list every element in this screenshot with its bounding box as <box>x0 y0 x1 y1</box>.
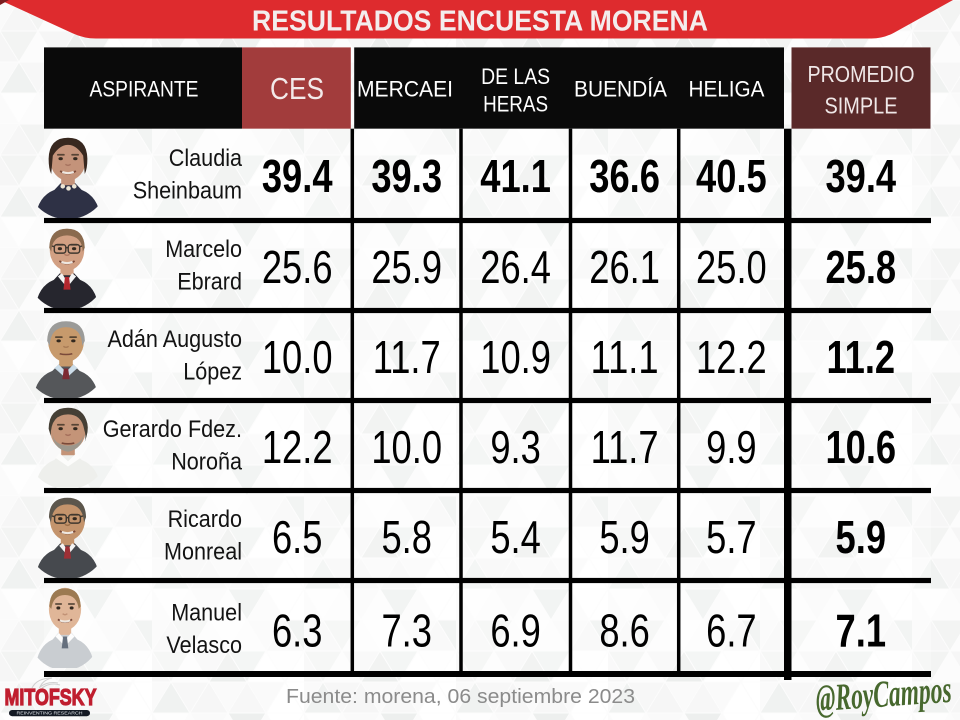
svg-text:MERCAEI: MERCAEI <box>357 76 453 101</box>
svg-text:BUENDÍA: BUENDÍA <box>574 76 667 101</box>
svg-text:11.7: 11.7 <box>373 331 441 383</box>
svg-text:7.3: 7.3 <box>381 605 432 657</box>
svg-text:11.1: 11.1 <box>591 331 659 383</box>
svg-text:PROMEDIO: PROMEDIO <box>808 61 915 87</box>
svg-text:Adán Augusto: Adán Augusto <box>108 326 243 353</box>
svg-text:SIMPLE: SIMPLE <box>825 93 898 119</box>
svg-text:39.4: 39.4 <box>825 150 896 202</box>
svg-text:10.9: 10.9 <box>480 331 551 383</box>
svg-text:10.6: 10.6 <box>825 421 896 473</box>
svg-text:REINVENTING RESEARCH: REINVENTING RESEARCH <box>17 711 83 716</box>
svg-text:5.9: 5.9 <box>599 511 650 563</box>
svg-text:Fuente: morena, 06 septiembre: Fuente: morena, 06 septiembre 2023 <box>286 686 635 708</box>
svg-text:5.9: 5.9 <box>836 511 887 563</box>
svg-text:RESULTADOS ENCUESTA MORENA: RESULTADOS ENCUESTA MORENA <box>252 6 708 38</box>
svg-text:41.1: 41.1 <box>480 150 551 202</box>
svg-text:25.8: 25.8 <box>825 241 896 293</box>
svg-text:25.6: 25.6 <box>262 241 333 293</box>
svg-text:10.0: 10.0 <box>371 421 442 473</box>
svg-text:Gerardo Fdez.: Gerardo Fdez. <box>103 416 242 443</box>
svg-text:9.3: 9.3 <box>490 421 541 473</box>
svg-text:Marcelo: Marcelo <box>165 236 242 263</box>
svg-text:Monreal: Monreal <box>164 539 242 566</box>
svg-text:@RoyCampos: @RoyCampos <box>814 669 953 720</box>
svg-text:Manuel: Manuel <box>171 600 242 627</box>
svg-text:9.9: 9.9 <box>706 421 757 473</box>
svg-text:5.4: 5.4 <box>490 511 541 563</box>
svg-text:Ebrard: Ebrard <box>177 269 242 296</box>
svg-text:11.7: 11.7 <box>591 421 659 473</box>
svg-text:7.1: 7.1 <box>836 605 887 657</box>
svg-text:MITOFSKY: MITOFSKY <box>5 684 97 710</box>
svg-text:8.6: 8.6 <box>599 605 650 657</box>
svg-text:11.2: 11.2 <box>826 331 895 383</box>
svg-text:Ricardo: Ricardo <box>168 506 242 533</box>
svg-text:25.9: 25.9 <box>371 241 442 293</box>
svg-text:6.5: 6.5 <box>272 511 323 563</box>
svg-text:ASPIRANTE: ASPIRANTE <box>90 76 199 101</box>
svg-text:40.5: 40.5 <box>696 150 767 202</box>
svg-text:Claudia: Claudia <box>169 145 243 172</box>
svg-text:39.4: 39.4 <box>262 150 333 202</box>
svg-text:DE LAS: DE LAS <box>481 64 550 89</box>
svg-text:12.2: 12.2 <box>262 421 333 473</box>
svg-text:10.0: 10.0 <box>262 331 333 383</box>
svg-text:26.4: 26.4 <box>480 241 551 293</box>
svg-text:Noroña: Noroña <box>171 449 242 476</box>
svg-text:39.3: 39.3 <box>371 150 442 202</box>
svg-text:HERAS: HERAS <box>483 92 548 117</box>
svg-text:5.8: 5.8 <box>381 511 432 563</box>
svg-text:25.0: 25.0 <box>696 241 767 293</box>
svg-text:12.2: 12.2 <box>696 331 767 383</box>
svg-text:6.7: 6.7 <box>706 605 757 657</box>
svg-text:Sheinbaum: Sheinbaum <box>133 178 242 205</box>
svg-text:26.1: 26.1 <box>589 241 660 293</box>
svg-text:6.3: 6.3 <box>272 605 323 657</box>
svg-text:CES: CES <box>270 71 324 106</box>
svg-text:5.7: 5.7 <box>706 511 757 563</box>
svg-text:Velasco: Velasco <box>166 632 242 659</box>
svg-text:HELIGA: HELIGA <box>689 76 765 101</box>
svg-text:6.9: 6.9 <box>490 605 541 657</box>
svg-text:36.6: 36.6 <box>589 150 660 202</box>
svg-text:López: López <box>183 359 242 386</box>
